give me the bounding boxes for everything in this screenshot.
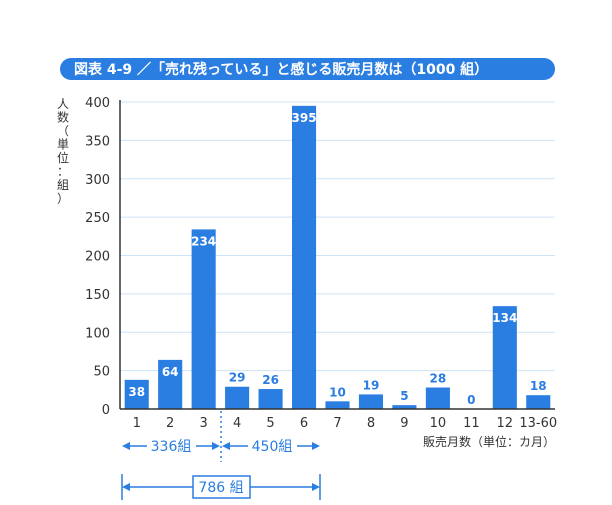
y-label-char: 位: [57, 150, 69, 165]
y-tick-label: 400: [85, 96, 110, 111]
group1-label: 336組: [151, 439, 192, 455]
y-label-char: （: [57, 124, 69, 138]
annotations: 336組 450組 786 組: [121, 411, 321, 500]
x-tick-label: 9: [400, 416, 408, 431]
y-tick-label: 100: [85, 326, 110, 341]
x-tick-label: 5: [266, 416, 274, 431]
bar: [492, 306, 517, 409]
y-label-char: 数: [57, 110, 69, 125]
x-tick-labels: 1 2 3 4 5 6 7 8 9 10 11 12 13-60: [133, 416, 558, 431]
chart-title: 図表 4-9 ／「売れ残っている」と感じる販売月数は（1000 組）: [74, 61, 488, 78]
x-tick-label: 4: [233, 416, 241, 431]
bar: [225, 386, 250, 409]
x-tick-label: 11: [463, 416, 480, 431]
x-tick-label: 12: [497, 416, 514, 431]
data-label: 18: [530, 379, 547, 393]
data-label: 38: [128, 385, 145, 399]
bar: [325, 401, 350, 409]
x-tick-label: 3: [200, 416, 208, 431]
x-tick-label: 13-60: [519, 416, 557, 431]
y-tick-label: 250: [85, 211, 110, 226]
total-label: 786 組: [198, 480, 243, 496]
bar: [526, 395, 551, 409]
y-label-char: ）: [57, 192, 69, 206]
x-tick-label: 10: [430, 416, 447, 431]
value-labels: 38 64 234 29 26 395 10 19 5 28 0 134 18: [128, 111, 546, 407]
bar: [258, 389, 283, 409]
bar: [191, 229, 216, 409]
data-label: 395: [292, 111, 317, 125]
group1-arrowhead-left: [122, 442, 130, 450]
data-label: 19: [363, 378, 380, 392]
y-label-char: 組: [57, 178, 69, 192]
bar: [425, 387, 450, 409]
data-label: 28: [430, 372, 447, 386]
x-tick-label: 8: [367, 416, 375, 431]
y-tick-label: 150: [85, 288, 110, 303]
group2-arrowhead-right: [312, 442, 320, 450]
x-tick-label: 1: [133, 416, 141, 431]
data-label: 26: [262, 373, 279, 387]
data-label: 0: [467, 393, 475, 407]
y-label-char: ：: [57, 165, 69, 179]
group2-arrowhead-left: [222, 442, 230, 450]
data-label: 10: [329, 385, 346, 399]
bar: [291, 105, 317, 410]
x-axis-title: 販売月数（単位：カ月）: [423, 434, 555, 449]
y-tick-label: 200: [85, 250, 110, 265]
title-banner: [60, 58, 555, 80]
data-label: 234: [191, 234, 216, 248]
data-label: 64: [162, 365, 179, 379]
grid: [120, 101, 555, 372]
bars: [124, 105, 551, 410]
y-axis-label: 人数（単位：組）: [57, 97, 69, 206]
y-tick-label: 50: [93, 365, 110, 380]
bar: [158, 359, 183, 409]
data-label: 134: [492, 311, 517, 325]
y-tick-label: 0: [102, 403, 110, 418]
data-label: 5: [400, 389, 408, 403]
y-label-char: 単: [57, 138, 69, 152]
y-label-char: 人: [57, 97, 69, 111]
data-label: 29: [229, 371, 246, 385]
y-tick-label: 300: [85, 173, 110, 188]
bar: [392, 405, 417, 409]
x-tick-label: 2: [166, 416, 174, 431]
group2-label: 450組: [252, 439, 293, 455]
group1-arrowhead-right: [212, 442, 220, 450]
bar: [124, 379, 149, 409]
total-arrowhead-right: [312, 483, 320, 491]
y-tick-labels: 0 50 100 150 200 250 300 350 400: [85, 96, 110, 418]
x-tick-label: 6: [300, 416, 308, 431]
bar: [358, 394, 384, 409]
x-tick-label: 7: [333, 416, 341, 431]
y-tick-label: 350: [85, 134, 110, 149]
total-arrowhead-left: [122, 483, 130, 491]
